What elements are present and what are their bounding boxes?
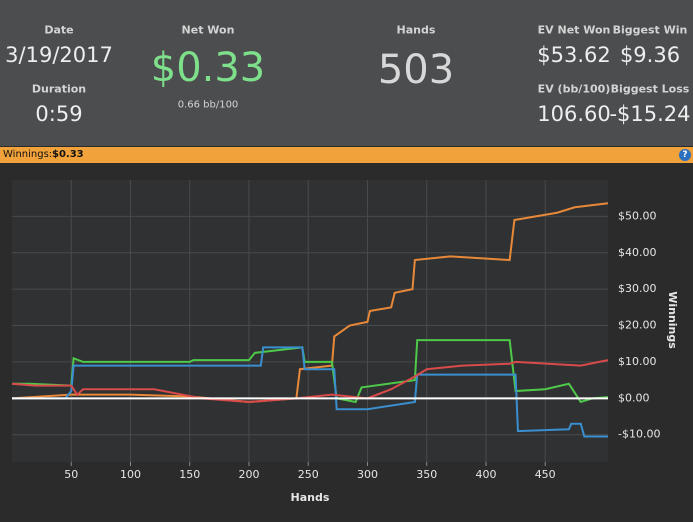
x-tick-label: 100 xyxy=(120,468,141,481)
x-tick-label: 250 xyxy=(298,468,319,481)
sub-value: 0.66 bb/100 xyxy=(177,99,239,111)
label: Biggest Loss xyxy=(610,82,690,96)
series-line xyxy=(12,346,608,438)
x-tick-label: 350 xyxy=(416,468,437,481)
help-button[interactable]: ? xyxy=(679,149,691,161)
x-tick-label: 150 xyxy=(179,468,200,481)
label: Date xyxy=(44,23,74,37)
value: $53.62 xyxy=(537,43,611,67)
value: 3/19/2017 xyxy=(5,43,113,67)
y-axis-title: Winnings xyxy=(666,291,679,349)
value: -$15.24 xyxy=(609,102,691,126)
series-line xyxy=(11,359,609,403)
label: Net Won xyxy=(181,23,235,37)
stats-header: Date 3/19/2017 Duration 0:59 Net Won $0.… xyxy=(0,0,693,146)
y-tick-label: $50.00 xyxy=(618,209,657,222)
x-tick-label: 50 xyxy=(64,468,78,481)
value: $0.33 xyxy=(150,45,266,91)
y-tick-label: $20.00 xyxy=(618,319,657,332)
x-tick-label: 200 xyxy=(238,468,259,481)
label: Duration xyxy=(31,82,87,96)
x-tick-label: 400 xyxy=(475,468,496,481)
x-axis-title: Hands xyxy=(291,491,330,504)
y-tick-label: $10.00 xyxy=(618,355,657,368)
bar-value: $0.33 xyxy=(52,149,84,160)
value: 106.60 xyxy=(537,102,611,126)
y-tick-label: $30.00 xyxy=(618,282,657,295)
value: 0:59 xyxy=(35,102,83,126)
y-tick-label: -$10.00 xyxy=(618,428,660,441)
bar-label: Winnings: xyxy=(3,149,53,160)
label: EV Net Won xyxy=(537,23,611,37)
chart: -$10.00 $0.00 $10.00 $20.00 $30.00 $40.00 $50.… xyxy=(11,180,679,504)
y-tick-label: $0.00 xyxy=(618,391,650,404)
x-tick-label: 300 xyxy=(357,468,378,481)
winnings-bar: Winnings: $0.33 ? xyxy=(0,147,693,163)
label: EV (bb/100) xyxy=(537,82,611,96)
label: Hands xyxy=(396,23,436,37)
x-tick-label: 450 xyxy=(535,468,556,481)
label: Biggest Win xyxy=(612,23,688,37)
y-tick-label: $40.00 xyxy=(618,246,657,259)
plot-area xyxy=(12,180,608,462)
value: $9.36 xyxy=(619,43,681,67)
value: 503 xyxy=(377,47,455,93)
